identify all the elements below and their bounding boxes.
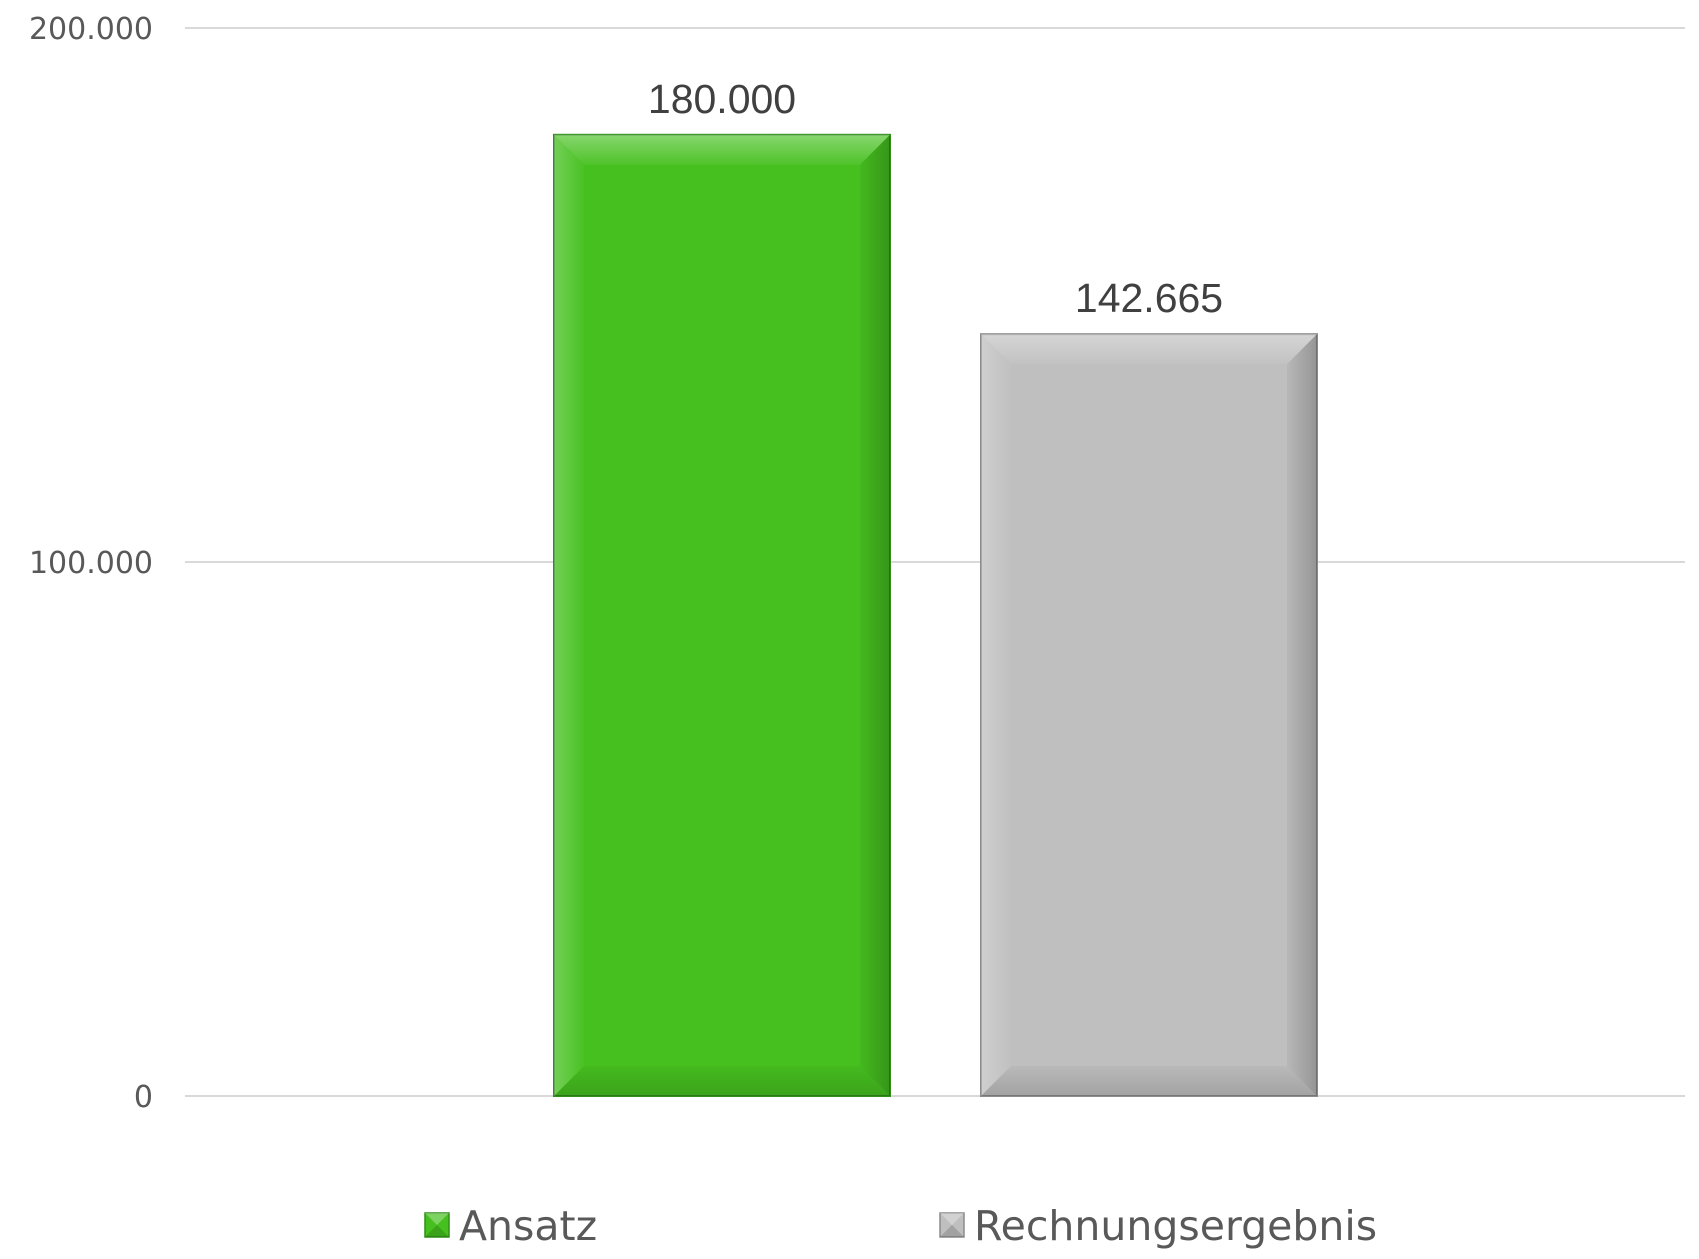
y-tick-label: 200.000 xyxy=(29,12,153,47)
y-axis-ticks: 0 100.000 200.000 xyxy=(29,12,153,1115)
y-tick-label: 100.000 xyxy=(29,546,153,581)
legend: Ansatz Rechnungsergebnis xyxy=(424,1202,1377,1250)
bars xyxy=(553,133,1318,1098)
legend-label: Rechnungsergebnis xyxy=(974,1202,1377,1250)
data-label-ansatz: 180.000 xyxy=(648,76,796,122)
legend-label: Ansatz xyxy=(459,1202,597,1250)
bar-ansatz xyxy=(553,133,891,1098)
y-tick-label: 0 xyxy=(134,1080,153,1115)
legend-item-ansatz: Ansatz xyxy=(424,1202,597,1250)
bar-rechnungsergebnis xyxy=(980,333,1318,1098)
gridlines xyxy=(185,27,1685,1097)
legend-swatch xyxy=(424,1212,450,1238)
legend-item-rechnungsergebnis: Rechnungsergebnis xyxy=(939,1202,1377,1250)
legend-swatch xyxy=(939,1212,965,1238)
data-labels: 180.000 142.665 xyxy=(648,76,1223,321)
data-label-rechnungsergebnis: 142.665 xyxy=(1075,275,1223,321)
